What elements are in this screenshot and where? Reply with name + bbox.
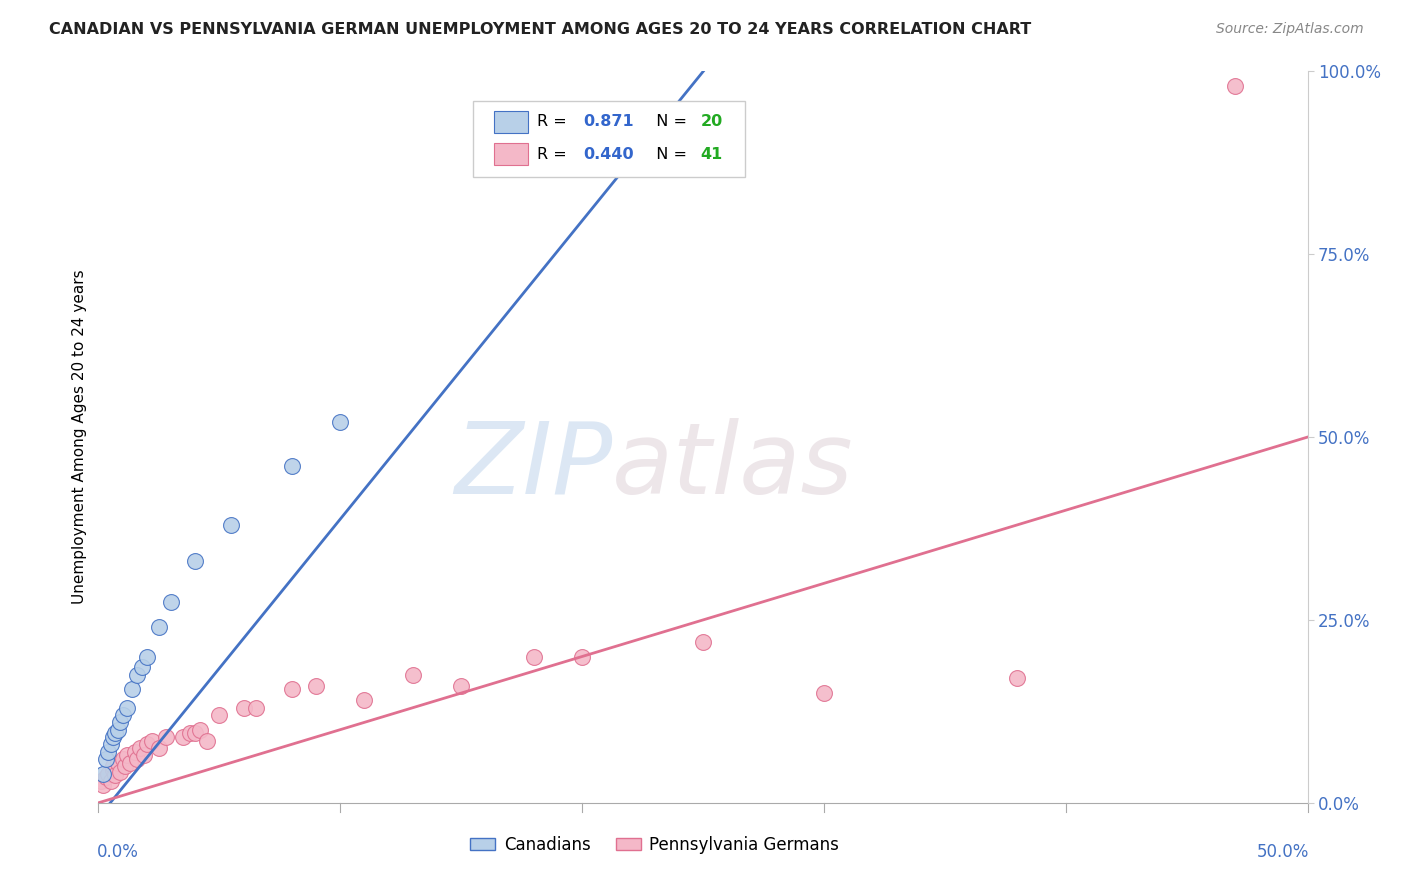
- Text: 0.871: 0.871: [583, 114, 634, 129]
- Point: [1007, 672, 1029, 686]
- Point: [221, 517, 243, 532]
- Point: [155, 730, 177, 744]
- Point: [172, 730, 194, 744]
- Point: [131, 660, 153, 674]
- Point: [305, 679, 328, 693]
- Point: [117, 700, 139, 714]
- Text: ZIP: ZIP: [454, 417, 613, 515]
- Text: R =: R =: [537, 114, 572, 129]
- Point: [94, 770, 117, 784]
- Point: [571, 649, 593, 664]
- Point: [111, 708, 134, 723]
- Text: 50.0%: 50.0%: [1257, 843, 1309, 861]
- Point: [353, 693, 375, 707]
- Point: [101, 759, 124, 773]
- Point: [97, 745, 120, 759]
- Point: [118, 756, 141, 770]
- Point: [141, 733, 163, 747]
- Bar: [494, 143, 527, 165]
- Point: [1223, 78, 1246, 93]
- Point: [101, 730, 124, 744]
- Point: [94, 752, 117, 766]
- Point: [208, 708, 231, 723]
- Legend: Canadians, Pennsylvania Germans: Canadians, Pennsylvania Germans: [464, 829, 845, 860]
- Text: Source: ZipAtlas.com: Source: ZipAtlas.com: [1216, 22, 1364, 37]
- Point: [121, 682, 143, 697]
- Point: [148, 740, 170, 755]
- Text: R =: R =: [537, 146, 572, 161]
- Point: [100, 773, 122, 788]
- Point: [184, 726, 207, 740]
- Point: [692, 635, 714, 649]
- Point: [450, 679, 472, 693]
- Text: N =: N =: [647, 114, 692, 129]
- Point: [91, 778, 114, 792]
- Point: [135, 737, 157, 751]
- Bar: [494, 111, 527, 133]
- Point: [281, 682, 304, 697]
- Point: [90, 773, 112, 788]
- Point: [523, 649, 546, 664]
- FancyBboxPatch shape: [474, 101, 745, 178]
- Point: [114, 759, 136, 773]
- Text: atlas: atlas: [613, 417, 853, 515]
- Text: 41: 41: [700, 146, 723, 161]
- Point: [124, 745, 146, 759]
- Point: [104, 768, 127, 782]
- Point: [148, 620, 170, 634]
- Point: [160, 594, 183, 608]
- Point: [107, 756, 129, 770]
- Point: [184, 554, 207, 568]
- Point: [134, 748, 156, 763]
- Point: [232, 700, 254, 714]
- Text: CANADIAN VS PENNSYLVANIA GERMAN UNEMPLOYMENT AMONG AGES 20 TO 24 YEARS CORRELATI: CANADIAN VS PENNSYLVANIA GERMAN UNEMPLOY…: [49, 22, 1032, 37]
- Point: [104, 726, 127, 740]
- Point: [127, 667, 149, 681]
- Point: [117, 748, 139, 763]
- Point: [135, 649, 157, 664]
- Point: [127, 752, 149, 766]
- Point: [813, 686, 835, 700]
- Point: [100, 737, 122, 751]
- Point: [402, 667, 425, 681]
- Point: [108, 765, 131, 780]
- Point: [329, 416, 352, 430]
- Point: [108, 715, 131, 730]
- Text: 0.0%: 0.0%: [97, 843, 139, 861]
- Point: [101, 763, 124, 777]
- Point: [179, 726, 201, 740]
- Point: [91, 766, 114, 780]
- Point: [188, 723, 211, 737]
- Text: N =: N =: [647, 146, 692, 161]
- Text: 20: 20: [700, 114, 723, 129]
- Point: [111, 752, 134, 766]
- Text: 0.440: 0.440: [583, 146, 634, 161]
- Point: [97, 766, 120, 780]
- Point: [128, 740, 150, 755]
- Point: [107, 723, 129, 737]
- Point: [245, 700, 267, 714]
- Point: [195, 733, 218, 747]
- Point: [281, 459, 304, 474]
- Y-axis label: Unemployment Among Ages 20 to 24 years: Unemployment Among Ages 20 to 24 years: [72, 269, 87, 605]
